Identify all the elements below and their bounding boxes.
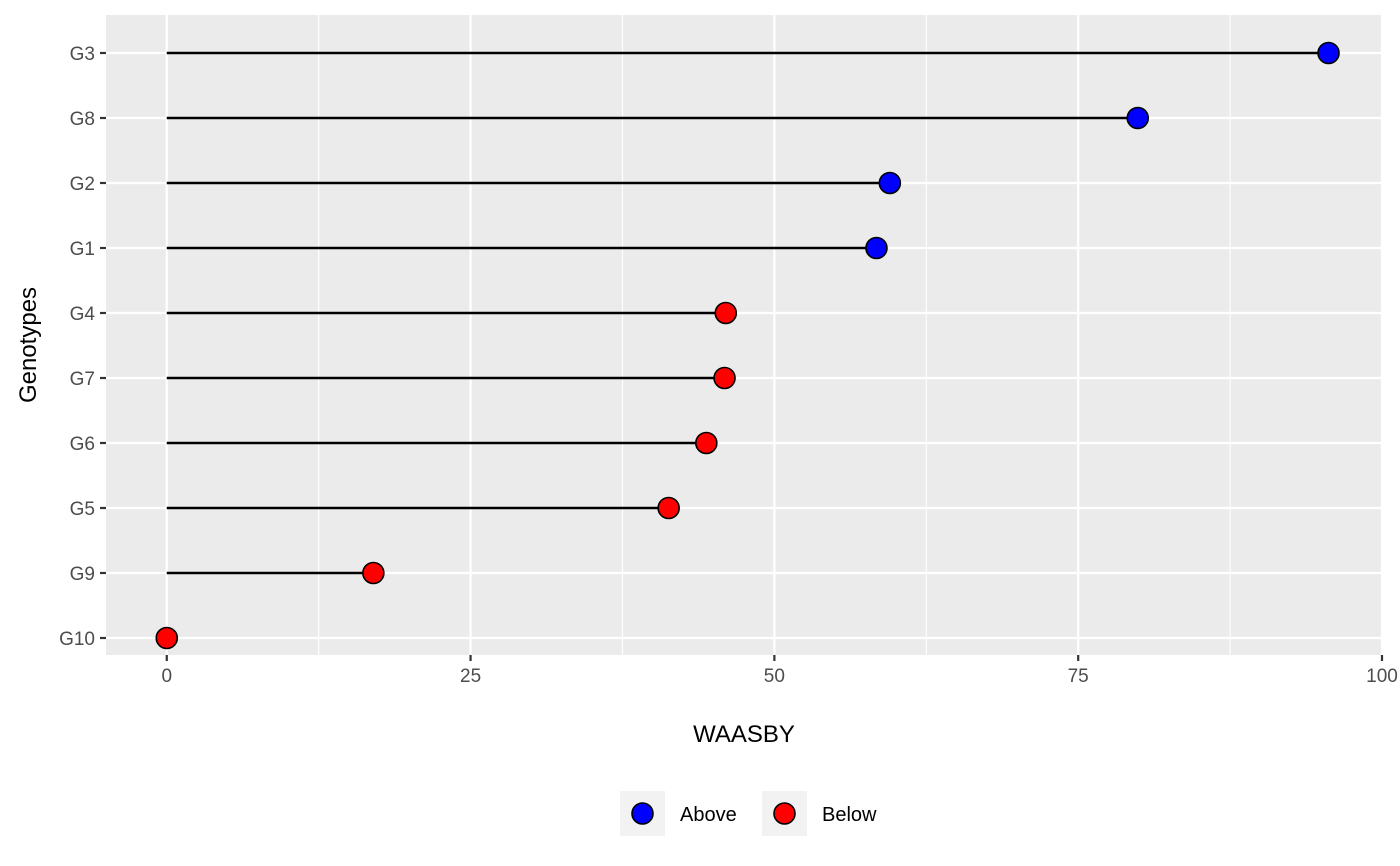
- points: [155, 41, 1340, 650]
- x-tick-label: 100: [1366, 666, 1398, 687]
- lollipop-point-g10: [155, 626, 179, 650]
- x-tick-label: 50: [764, 666, 785, 687]
- y-tick-label: G4: [70, 304, 96, 325]
- x-tick-label: 25: [460, 666, 481, 687]
- x-axis: 0 25 50 75 100: [161, 655, 1398, 687]
- plot-panel: [106, 15, 1382, 655]
- y-tick-label: G10: [59, 629, 95, 650]
- y-tick-label: G7: [70, 369, 95, 390]
- lollipop-point-g7: [713, 366, 736, 390]
- x-tick-label: 0: [161, 666, 172, 687]
- segments: [166, 51, 1329, 575]
- legend-label-below: Below: [822, 804, 877, 826]
- y-tick-label: G1: [70, 239, 95, 260]
- legend-label-above: Above: [680, 804, 737, 826]
- y-tick-label: G5: [70, 499, 95, 520]
- lollipop-point-g3: [1317, 41, 1340, 65]
- lollipop-point-g9: [362, 561, 385, 585]
- lollipop-point-g8: [1126, 106, 1150, 130]
- lollipop-point-g5: [657, 496, 680, 520]
- legend-swatch-below: [773, 802, 796, 825]
- x-axis-title: WAASBY: [693, 721, 795, 748]
- lollipop-point-g6: [695, 431, 718, 455]
- y-tick-label: G9: [70, 564, 95, 585]
- y-tick-label: G6: [70, 434, 95, 455]
- y-axis: G3 G8 G2 G1 G4 G7 G6 G5 G9 G10: [59, 44, 106, 650]
- lollipop-point-g1: [865, 236, 888, 260]
- y-tick-label: G8: [70, 109, 95, 130]
- x-tick-label: 75: [1068, 666, 1089, 687]
- y-tick-label: G3: [70, 44, 95, 65]
- y-axis-title: Genotypes: [15, 287, 42, 403]
- legend: Above Below: [620, 791, 877, 836]
- y-tick-label: G2: [70, 174, 95, 195]
- grid-minor: [318, 15, 1231, 655]
- lollipop-point-g2: [878, 171, 902, 195]
- lollipop-point-g4: [714, 301, 738, 325]
- legend-swatch-above: [631, 802, 654, 825]
